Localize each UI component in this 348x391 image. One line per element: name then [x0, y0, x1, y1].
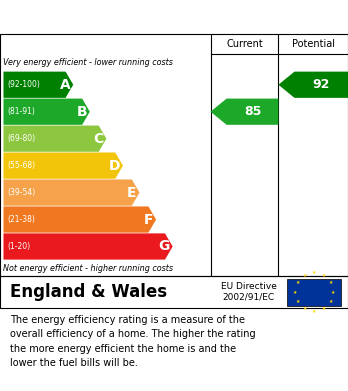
Text: England & Wales: England & Wales	[10, 283, 168, 301]
Text: ★: ★	[302, 306, 307, 311]
Polygon shape	[3, 206, 156, 233]
Text: 85: 85	[244, 105, 261, 118]
Polygon shape	[211, 99, 278, 125]
Text: The energy efficiency rating is a measure of the
overall efficiency of a home. T: The energy efficiency rating is a measur…	[10, 315, 256, 368]
Text: ★: ★	[329, 280, 333, 285]
Text: (81-91): (81-91)	[7, 107, 35, 116]
Text: E: E	[127, 186, 137, 199]
Text: ★: ★	[312, 309, 316, 314]
Polygon shape	[3, 179, 140, 206]
Text: A: A	[60, 78, 70, 92]
Polygon shape	[278, 72, 348, 98]
Bar	[287, 279, 341, 305]
Text: (1-20): (1-20)	[7, 242, 30, 251]
Text: ★: ★	[302, 273, 307, 278]
Text: Very energy efficient - lower running costs: Very energy efficient - lower running co…	[3, 58, 173, 67]
Text: G: G	[158, 240, 170, 253]
Text: Potential: Potential	[292, 39, 335, 49]
Polygon shape	[3, 72, 73, 98]
Polygon shape	[3, 99, 90, 125]
Text: (92-100): (92-100)	[7, 80, 40, 89]
Text: ★: ★	[293, 290, 297, 294]
Text: Not energy efficient - higher running costs: Not energy efficient - higher running co…	[3, 264, 174, 273]
Text: ★: ★	[331, 290, 335, 294]
Polygon shape	[3, 233, 173, 260]
Text: D: D	[109, 159, 120, 172]
Text: C: C	[93, 132, 104, 146]
Text: ★: ★	[312, 271, 316, 275]
Text: (39-54): (39-54)	[7, 188, 35, 197]
Polygon shape	[3, 152, 123, 179]
Text: Current: Current	[226, 39, 263, 49]
Text: ★: ★	[329, 299, 333, 304]
Polygon shape	[3, 126, 106, 152]
Text: ★: ★	[295, 299, 300, 304]
Text: F: F	[144, 213, 153, 226]
Text: EU Directive
2002/91/EC: EU Directive 2002/91/EC	[221, 282, 277, 302]
Text: (21-38): (21-38)	[7, 215, 35, 224]
Text: ★: ★	[322, 306, 326, 311]
Text: ★: ★	[322, 273, 326, 278]
Text: (55-68): (55-68)	[7, 161, 35, 170]
Text: B: B	[77, 105, 87, 119]
Text: 92: 92	[313, 78, 330, 91]
Text: (69-80): (69-80)	[7, 134, 35, 143]
Text: Energy Efficiency Rating: Energy Efficiency Rating	[10, 10, 220, 25]
Text: ★: ★	[295, 280, 300, 285]
